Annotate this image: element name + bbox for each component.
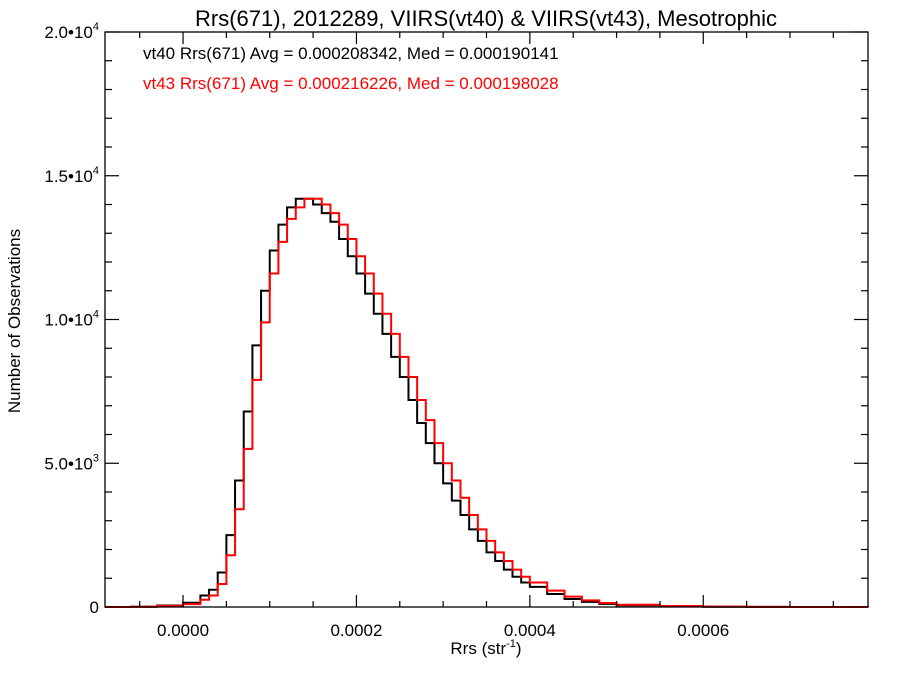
annotation-vt40: vt40 Rrs(671) Avg = 0.000208342, Med = 0… (143, 44, 559, 63)
y-tick-label: 5.0•103 (44, 452, 99, 473)
y-tick-label: 1.0•104 (44, 309, 99, 330)
x-axis-label: Rrs (str-1) (450, 638, 521, 658)
series-layer (105, 197, 869, 608)
x-tick-label: 0.0004 (504, 621, 556, 640)
y-tick-label: 2.0•104 (44, 21, 99, 42)
series-line-1 (105, 197, 869, 608)
y-tick-label: 1.5•104 (44, 165, 99, 186)
y-axis-label: Number of Observations (5, 229, 24, 413)
annotation-vt43: vt43 Rrs(671) Avg = 0.000216226, Med = 0… (143, 74, 559, 93)
tick-layer: 0.0000 0.0002 0.0004 0.0006 0 5.0•103 1.0•104 1… (44, 21, 868, 640)
x-tick-label: 0.0000 (157, 621, 209, 640)
y-tick-label: 0 (90, 598, 99, 617)
x-tick-label: 0.0006 (677, 621, 729, 640)
chart-title: Rrs(671), 2012289, VIIRS(vt40) & VIIRS(v… (195, 6, 777, 31)
plot-frame (104, 31, 869, 608)
x-tick-label: 0.0002 (330, 621, 382, 640)
